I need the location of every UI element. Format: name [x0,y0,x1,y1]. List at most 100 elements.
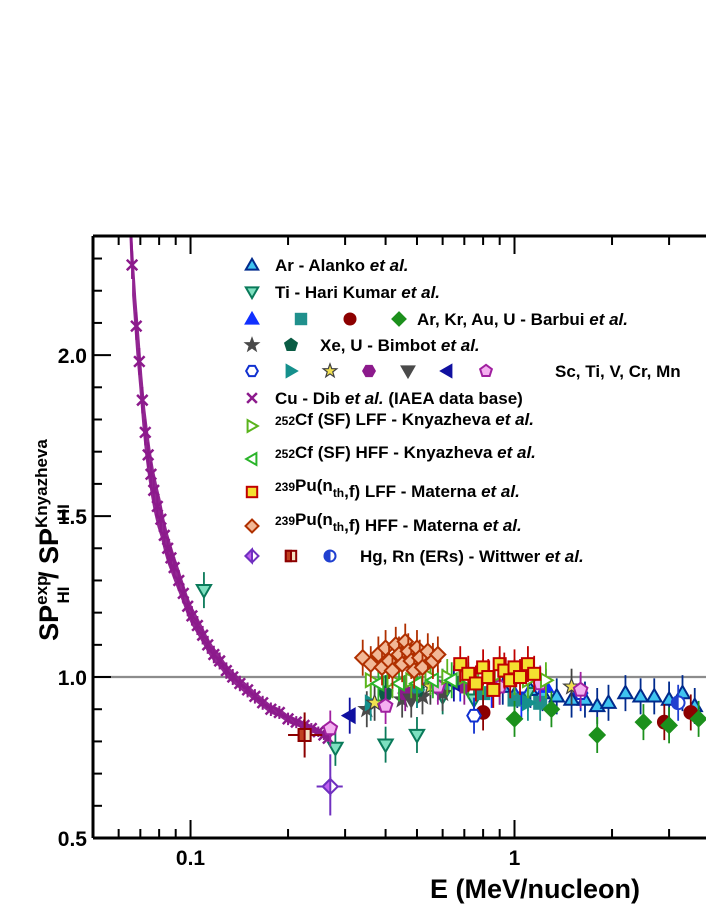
legend-marker [246,418,260,434]
legend-entry-4: Sc, Ti, V, Cr, Mn [244,362,681,381]
cu-point [125,258,139,272]
data-point [468,676,483,691]
legend-marker [244,256,260,271]
legend-marker [321,362,339,379]
data-point [321,776,340,797]
data-point [369,674,385,693]
y-tick-label: 1.5 [58,506,88,529]
cu-point [273,706,286,719]
data-point [527,666,542,681]
legend-marker [244,547,260,565]
legend-marker [244,286,260,301]
series-19 [353,623,447,689]
cu-point [213,654,226,668]
legend-marker [244,451,258,467]
legend-entry-8: 239Pu(nth,f) LFF - Materna et al. [245,476,520,501]
cu-point [185,609,199,623]
data-point [616,683,635,700]
cu-point [201,638,214,651]
legend-marker [343,312,357,326]
legend-marker [391,311,407,327]
data-point [377,697,394,713]
legend-entry-10: Hg, Rn (ERs) - Wittwer et al. [244,547,584,566]
legend-marker [244,518,260,534]
data-point [505,709,524,728]
y-tick-label: 0.5 [58,828,88,851]
legend-label: Ti - Hari Kumar et al. [275,283,440,302]
legend-marker [244,310,260,325]
legend-marker [478,363,494,377]
legend-entry-6: 252Cf (SF) LFF - Knyazheva et al. [246,410,534,434]
legend-marker [246,392,258,404]
series-21 [288,712,323,758]
cu-point [281,712,295,726]
legend-marker [285,363,299,379]
data-point [660,716,678,735]
legend-marker [400,365,416,380]
data-point [631,687,650,703]
data-point [542,700,561,719]
legend-label: 252Cf (SF) LFF - Knyazheva et al. [275,410,534,429]
data-point [486,682,501,697]
legend-marker [294,312,308,326]
legend-marker [439,363,453,379]
data-point [670,695,686,711]
legend-entry-5: Cu - Dib et al. (IAEA data base) [246,389,523,408]
cu-point [154,513,168,526]
cu-point [167,561,181,574]
axis-titles: E (MeV/nucleon) SPexp HI / SPKnyazheva HI [32,439,640,904]
series-22 [670,684,686,721]
legend-entry-1: Ti - Hari Kumar et al. [244,283,440,302]
legend-marker [244,364,260,378]
legend-label: 239Pu(nth,f) HFF - Materna et al. [275,510,522,535]
data-point [428,645,447,664]
y-axis-title: SPexp HI / SPKnyazheva HI [32,439,73,641]
data-point [424,671,439,689]
data-point [572,681,589,697]
series-18 [453,646,542,708]
data-point [297,727,312,742]
legend-label: Hg, Rn (ERs) - Wittwer et al. [360,547,584,566]
x-axis-title: E (MeV/nucleon) [430,874,640,904]
cu-point [290,715,303,729]
legend-label: Sc, Ti, V, Cr, Mn [555,362,681,381]
x-tick-label: 0.1 [176,847,206,870]
legend-marker [361,364,377,378]
legend-label: Ar, Kr, Au, U - Barbui et al. [417,310,628,329]
cu-point [139,426,152,439]
cu-point [264,703,277,716]
legend-entry-2: Ar, Kr, Au, U - Barbui et al. [244,310,628,329]
data-point [689,709,706,728]
cu-point [191,619,204,632]
cu-point [130,320,143,333]
cu-point [196,629,209,642]
series-20 [316,754,343,816]
data-point [365,692,385,711]
legend-marker [243,336,261,353]
x-tick-label: 1 [509,847,521,870]
data-point [390,674,405,693]
legend-entry-9: 239Pu(nth,f) HFF - Materna et al. [244,510,522,535]
legend-entry-0: Ar - Alanko et al. [244,256,409,275]
y-tick-label: 1.0 [58,667,87,690]
data-point [195,583,213,600]
cu-point [147,484,160,497]
legend-entry-7: 252Cf (SF) HFF - Knyazheva et al. [244,443,536,467]
data-point [408,728,426,745]
legend-label: Ar - Alanko et al. [275,256,409,275]
legend-label: Cu - Dib et al. (IAEA data base) [275,389,523,408]
data-point [466,708,482,723]
data-point [322,720,339,736]
legend-marker [323,549,337,563]
cu-point [142,448,155,462]
data-point [547,687,566,703]
data-point [588,726,607,744]
data-point [442,671,458,689]
data-layer [125,236,706,816]
data-point [376,738,395,754]
cu-point [172,574,185,587]
data-point [634,713,653,732]
legend: Ar - Alanko et al. Ti - Hari Kumar et al.… [243,256,681,566]
y-tick-label: 2.0 [58,345,87,368]
